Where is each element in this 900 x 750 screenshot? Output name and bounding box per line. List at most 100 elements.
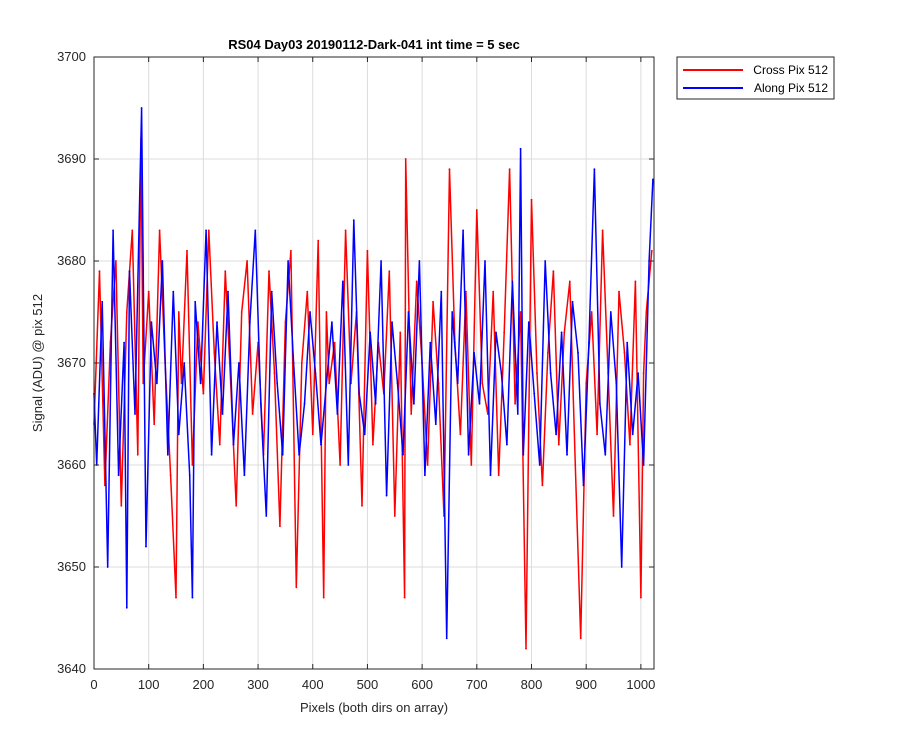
data-point-cross-pix-512 bbox=[552, 270, 555, 273]
data-point-cross-pix-512 bbox=[639, 596, 642, 599]
data-point-cross-pix-512 bbox=[207, 229, 210, 232]
data-point-along-pix-512 bbox=[298, 453, 300, 456]
data-point-cross-pix-512 bbox=[399, 331, 402, 334]
y-tick-label: 3650 bbox=[57, 559, 86, 574]
data-point-cross-pix-512 bbox=[120, 504, 123, 507]
legend-label-cross-pix-512: Cross Pix 512 bbox=[753, 63, 828, 77]
data-point-cross-pix-512 bbox=[147, 290, 150, 293]
data-point-cross-pix-512 bbox=[563, 331, 566, 334]
data-point-cross-pix-512 bbox=[475, 209, 478, 211]
data-point-cross-pix-512 bbox=[590, 311, 593, 313]
data-point-along-pix-512 bbox=[140, 107, 143, 109]
data-point-cross-pix-512 bbox=[432, 300, 434, 303]
data-point-along-pix-512 bbox=[598, 402, 601, 405]
data-point-cross-pix-512 bbox=[629, 443, 631, 446]
data-point-along-pix-512 bbox=[259, 402, 262, 405]
data-point-along-pix-512 bbox=[172, 290, 175, 293]
data-point-along-pix-512 bbox=[276, 382, 279, 385]
data-point-cross-pix-512 bbox=[311, 433, 314, 436]
data-point-along-pix-512 bbox=[516, 413, 519, 415]
data-point-along-pix-512 bbox=[314, 372, 317, 375]
data-point-cross-pix-512 bbox=[618, 290, 620, 293]
data-point-cross-pix-512 bbox=[464, 290, 467, 293]
data-point-cross-pix-512 bbox=[541, 484, 544, 487]
data-point-along-pix-512 bbox=[183, 362, 186, 364]
data-point-along-pix-512 bbox=[418, 260, 421, 262]
x-tick-label: 100 bbox=[138, 677, 160, 692]
data-point-along-pix-512 bbox=[434, 423, 437, 426]
data-point-along-pix-512 bbox=[582, 484, 585, 487]
data-point-along-pix-512 bbox=[478, 402, 481, 405]
data-point-cross-pix-512 bbox=[295, 586, 298, 589]
data-point-cross-pix-512 bbox=[579, 637, 582, 640]
data-point-cross-pix-512 bbox=[601, 229, 604, 232]
data-point-along-pix-512 bbox=[270, 290, 273, 293]
data-point-along-pix-512 bbox=[577, 351, 579, 354]
data-point-cross-pix-512 bbox=[136, 453, 139, 456]
data-point-cross-pix-512 bbox=[175, 596, 177, 599]
data-point-cross-pix-512 bbox=[470, 464, 473, 466]
data-point-along-pix-512 bbox=[352, 219, 355, 222]
data-point-cross-pix-512 bbox=[114, 260, 117, 262]
data-point-along-pix-512 bbox=[604, 453, 607, 456]
data-point-along-pix-512 bbox=[117, 474, 120, 477]
data-point-cross-pix-512 bbox=[339, 464, 341, 466]
data-point-along-pix-512 bbox=[527, 321, 530, 324]
data-point-cross-pix-512 bbox=[191, 464, 194, 466]
data-point-along-pix-512 bbox=[407, 311, 410, 313]
data-point-along-pix-512 bbox=[254, 229, 257, 232]
data-point-along-pix-512 bbox=[533, 392, 536, 395]
data-point-along-pix-512 bbox=[402, 453, 404, 456]
series-group bbox=[93, 107, 654, 650]
data-point-along-pix-512 bbox=[423, 474, 426, 477]
legend: Cross Pix 512 Along Pix 512 bbox=[676, 56, 835, 100]
data-point-along-pix-512 bbox=[336, 413, 339, 415]
data-point-cross-pix-512 bbox=[596, 433, 599, 436]
data-point-along-pix-512 bbox=[385, 494, 388, 497]
data-point-cross-pix-512 bbox=[246, 260, 249, 262]
data-point-along-pix-512 bbox=[609, 311, 612, 313]
data-point-along-pix-512 bbox=[145, 545, 147, 548]
data-point-along-pix-512 bbox=[489, 474, 492, 477]
data-point-cross-pix-512 bbox=[317, 239, 320, 242]
data-point-along-pix-512 bbox=[642, 464, 645, 466]
data-point-along-pix-512 bbox=[243, 474, 246, 477]
data-point-along-pix-512 bbox=[467, 453, 470, 456]
data-point-cross-pix-512 bbox=[300, 362, 303, 364]
data-point-along-pix-512 bbox=[519, 147, 522, 150]
data-point-along-pix-512 bbox=[495, 331, 497, 334]
data-point-cross-pix-512 bbox=[574, 464, 577, 466]
data-point-cross-pix-512 bbox=[645, 311, 648, 313]
data-point-cross-pix-512 bbox=[325, 311, 328, 313]
x-tick-label: 500 bbox=[357, 677, 379, 692]
data-point-cross-pix-512 bbox=[289, 249, 292, 252]
data-point-along-pix-512 bbox=[484, 260, 486, 262]
data-point-along-pix-512 bbox=[429, 341, 432, 344]
y-tick-label: 3680 bbox=[57, 253, 86, 268]
data-point-cross-pix-512 bbox=[213, 351, 216, 354]
data-point-cross-pix-512 bbox=[508, 168, 511, 171]
chart-title: RS04 Day03 20190112-Dark-041 int time = … bbox=[228, 37, 520, 52]
data-point-cross-pix-512 bbox=[177, 311, 180, 313]
data-point-along-pix-512 bbox=[166, 453, 169, 456]
data-point-cross-pix-512 bbox=[344, 229, 347, 232]
data-point-cross-pix-512 bbox=[557, 443, 560, 446]
data-point-cross-pix-512 bbox=[322, 596, 325, 599]
data-point-along-pix-512 bbox=[155, 382, 158, 385]
data-point-along-pix-512 bbox=[473, 351, 475, 354]
data-point-along-pix-512 bbox=[248, 321, 251, 324]
y-tick-label: 3700 bbox=[57, 49, 86, 64]
data-point-along-pix-512 bbox=[106, 566, 109, 568]
x-tick-label: 400 bbox=[302, 677, 324, 692]
data-point-cross-pix-512 bbox=[459, 433, 462, 436]
data-point-along-pix-512 bbox=[191, 596, 194, 599]
data-point-along-pix-512 bbox=[320, 443, 322, 446]
data-point-cross-pix-512 bbox=[623, 351, 626, 354]
series-line-along-pix-512 bbox=[93, 107, 654, 640]
data-point-cross-pix-512 bbox=[125, 311, 128, 313]
data-point-along-pix-512 bbox=[451, 311, 454, 313]
data-point-along-pix-512 bbox=[292, 362, 295, 364]
data-point-along-pix-512 bbox=[620, 566, 623, 568]
data-point-along-pix-512 bbox=[287, 260, 290, 262]
data-point-cross-pix-512 bbox=[410, 413, 413, 415]
